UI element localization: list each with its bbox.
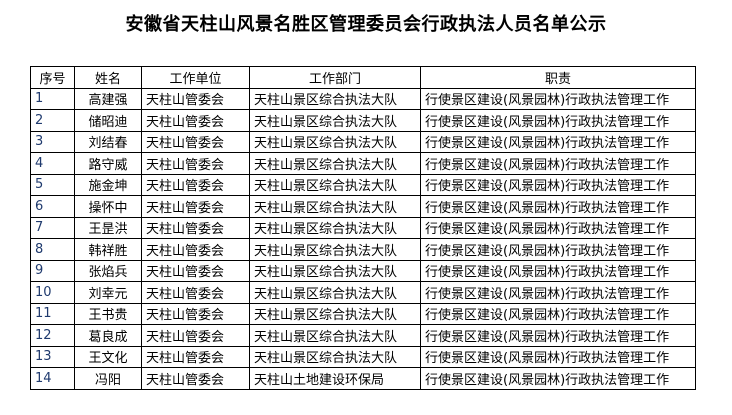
- duty: 行使景区建设(风景园林)行政执法管理工作: [420, 216, 696, 239]
- department: 天柱山景区综合执法大队: [249, 173, 421, 196]
- person-name: 王书贵: [74, 302, 142, 325]
- person-name: 张焰兵: [74, 259, 142, 282]
- person-name: 施金坤: [74, 173, 142, 196]
- duty: 行使景区建设(风景园林)行政执法管理工作: [420, 173, 696, 196]
- department: 天柱山景区综合执法大队: [249, 109, 421, 132]
- table-row: 13 王文化 天柱山管委会 天柱山景区综合执法大队 行使景区建设(风景园林)行政执法管理…: [30, 345, 696, 368]
- header-cell: 职责: [420, 66, 696, 89]
- department: 天柱山景区综合执法大队: [249, 216, 421, 239]
- duty: 行使景区建设(风景园林)行政执法管理工作: [420, 259, 696, 282]
- row-number: 12: [30, 324, 75, 347]
- row-number: 6: [30, 195, 75, 218]
- table-row: 4 路守威 天柱山管委会 天柱山景区综合执法大队 行使景区建设(风景园林)行政执法管理工…: [30, 152, 696, 175]
- department: 天柱山景区综合执法大队: [249, 259, 421, 282]
- row-number: 11: [30, 302, 75, 325]
- person-name: 储昭迪: [74, 109, 142, 132]
- person-name: 刘幸元: [74, 281, 142, 304]
- duty: 行使景区建设(风景园林)行政执法管理工作: [420, 195, 696, 218]
- table-row: 9 张焰兵 天柱山管委会 天柱山景区综合执法大队 行使景区建设(风景园林)行政执法管理工…: [30, 259, 696, 282]
- duty: 行使景区建设(风景园林)行政执法管理工作: [420, 109, 696, 132]
- work-unit: 天柱山管委会: [141, 109, 250, 132]
- person-name: 葛良成: [74, 324, 142, 347]
- department: 天柱山景区综合执法大队: [249, 87, 421, 110]
- work-unit: 天柱山管委会: [141, 152, 250, 175]
- header-row: 序号 姓名 工作单位 工作部门 职责: [30, 66, 696, 89]
- department: 天柱山景区综合执法大队: [249, 152, 421, 175]
- department: 天柱山景区综合执法大队: [249, 130, 421, 153]
- table-row: 3 刘结春 天柱山管委会 天柱山景区综合执法大队 行使景区建设(风景园林)行政执法管理工…: [30, 130, 696, 153]
- duty: 行使景区建设(风景园林)行政执法管理工作: [420, 324, 696, 347]
- table-row: 8 韩祥胜 天柱山管委会 天柱山景区综合执法大队 行使景区建设(风景园林)行政执法管理工…: [30, 238, 696, 261]
- table-row: 12 葛良成 天柱山管委会 天柱山景区综合执法大队 行使景区建设(风景园林)行政执法管理…: [30, 324, 696, 347]
- row-number: 7: [30, 216, 75, 239]
- table-row: 10 刘幸元 天柱山管委会 天柱山景区综合执法大队 行使景区建设(风景园林)行政执法管理…: [30, 281, 696, 304]
- header-cell: 姓名: [74, 66, 142, 89]
- duty: 行使景区建设(风景园林)行政执法管理工作: [420, 130, 696, 153]
- duty: 行使景区建设(风景园林)行政执法管理工作: [420, 87, 696, 110]
- table-row: 1 高建强 天柱山管委会 天柱山景区综合执法大队 行使景区建设(风景园林)行政执法管理工…: [30, 87, 696, 110]
- person-name: 高建强: [74, 87, 142, 110]
- duty: 行使景区建设(风景园林)行政执法管理工作: [420, 302, 696, 325]
- person-name: 王文化: [74, 345, 142, 368]
- work-unit: 天柱山管委会: [141, 216, 250, 239]
- duty: 行使景区建设(风景园林)行政执法管理工作: [420, 152, 696, 175]
- person-name: 王昰洪: [74, 216, 142, 239]
- table-row: 5 施金坤 天柱山管委会 天柱山景区综合执法大队 行使景区建设(风景园林)行政执法管理工…: [30, 173, 696, 196]
- department: 天柱山土地建设环保局: [249, 367, 421, 390]
- row-number: 3: [30, 130, 75, 153]
- row-number: 1: [30, 87, 75, 110]
- row-number: 8: [30, 238, 75, 261]
- table-row: 2 储昭迪 天柱山管委会 天柱山景区综合执法大队 行使景区建设(风景园林)行政执法管理工…: [30, 109, 696, 132]
- duty: 行使景区建设(风景园林)行政执法管理工作: [420, 367, 696, 390]
- duty: 行使景区建设(风景园林)行政执法管理工作: [420, 281, 696, 304]
- table-row: 14 冯阳 天柱山管委会 天柱山土地建设环保局 行使景区建设(风景园林)行政执法管理工作: [30, 367, 696, 390]
- work-unit: 天柱山管委会: [141, 302, 250, 325]
- person-name: 路守威: [74, 152, 142, 175]
- person-name: 刘结春: [74, 130, 142, 153]
- row-number: 2: [30, 109, 75, 132]
- department: 天柱山景区综合执法大队: [249, 345, 421, 368]
- duty: 行使景区建设(风景园林)行政执法管理工作: [420, 345, 696, 368]
- header-cell: 工作部门: [249, 66, 421, 89]
- table-row: 11 王书贵 天柱山管委会 天柱山景区综合执法大队 行使景区建设(风景园林)行政执法管理…: [30, 302, 696, 325]
- row-number: 10: [30, 281, 75, 304]
- row-number: 13: [30, 345, 75, 368]
- department: 天柱山景区综合执法大队: [249, 281, 421, 304]
- person-name: 冯阳: [74, 367, 142, 390]
- department: 天柱山景区综合执法大队: [249, 195, 421, 218]
- duty: 行使景区建设(风景园林)行政执法管理工作: [420, 238, 696, 261]
- work-unit: 天柱山管委会: [141, 173, 250, 196]
- work-unit: 天柱山管委会: [141, 195, 250, 218]
- work-unit: 天柱山管委会: [141, 238, 250, 261]
- work-unit: 天柱山管委会: [141, 324, 250, 347]
- header-cell: 序号: [30, 66, 75, 89]
- table-row: 7 王昰洪 天柱山管委会 天柱山景区综合执法大队 行使景区建设(风景园林)行政执法管理工…: [30, 216, 696, 239]
- header-cell: 工作单位: [141, 66, 250, 89]
- personnel-table: 序号 姓名 工作单位 工作部门 职责 1 高建强 天柱山管委会 天柱山景区综合执法大队…: [30, 66, 696, 390]
- row-number: 5: [30, 173, 75, 196]
- work-unit: 天柱山管委会: [141, 87, 250, 110]
- table-row: 6 操怀中 天柱山管委会 天柱山景区综合执法大队 行使景区建设(风景园林)行政执法管理工…: [30, 195, 696, 218]
- work-unit: 天柱山管委会: [141, 345, 250, 368]
- page-title: 安徽省天柱山风景名胜区管理委员会行政执法人员名单公示: [125, 14, 607, 35]
- person-name: 韩祥胜: [74, 238, 142, 261]
- row-number: 4: [30, 152, 75, 175]
- person-name: 操怀中: [74, 195, 142, 218]
- work-unit: 天柱山管委会: [141, 281, 250, 304]
- department: 天柱山景区综合执法大队: [249, 302, 421, 325]
- work-unit: 天柱山管委会: [141, 259, 250, 282]
- department: 天柱山景区综合执法大队: [249, 324, 421, 347]
- work-unit: 天柱山管委会: [141, 130, 250, 153]
- work-unit: 天柱山管委会: [141, 367, 250, 390]
- row-number: 9: [30, 259, 75, 282]
- row-number: 14: [30, 367, 75, 390]
- department: 天柱山景区综合执法大队: [249, 238, 421, 261]
